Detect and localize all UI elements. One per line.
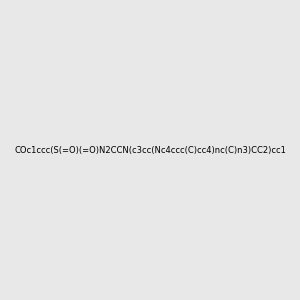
Text: COc1ccc(S(=O)(=O)N2CCN(c3cc(Nc4ccc(C)cc4)nc(C)n3)CC2)cc1: COc1ccc(S(=O)(=O)N2CCN(c3cc(Nc4ccc(C)cc4… <box>14 146 286 154</box>
